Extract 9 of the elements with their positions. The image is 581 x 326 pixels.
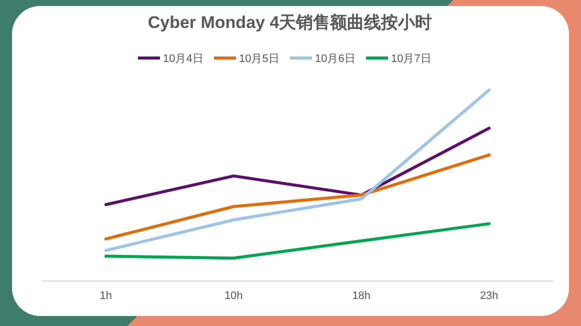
chart-title: Cyber Monday 4天销售额曲线按小时 (148, 13, 432, 32)
x-tick-label: 18h (352, 290, 371, 302)
legend-label: 10月7日 (391, 53, 432, 65)
x-tick-label: 10h (224, 290, 243, 302)
legend-label: 10月4日 (163, 53, 204, 65)
legend-label: 10月6日 (315, 53, 356, 65)
x-tick-label: 1h (100, 290, 112, 302)
x-tick-label: 23h (480, 290, 498, 302)
legend-label: 10月5日 (239, 53, 280, 65)
